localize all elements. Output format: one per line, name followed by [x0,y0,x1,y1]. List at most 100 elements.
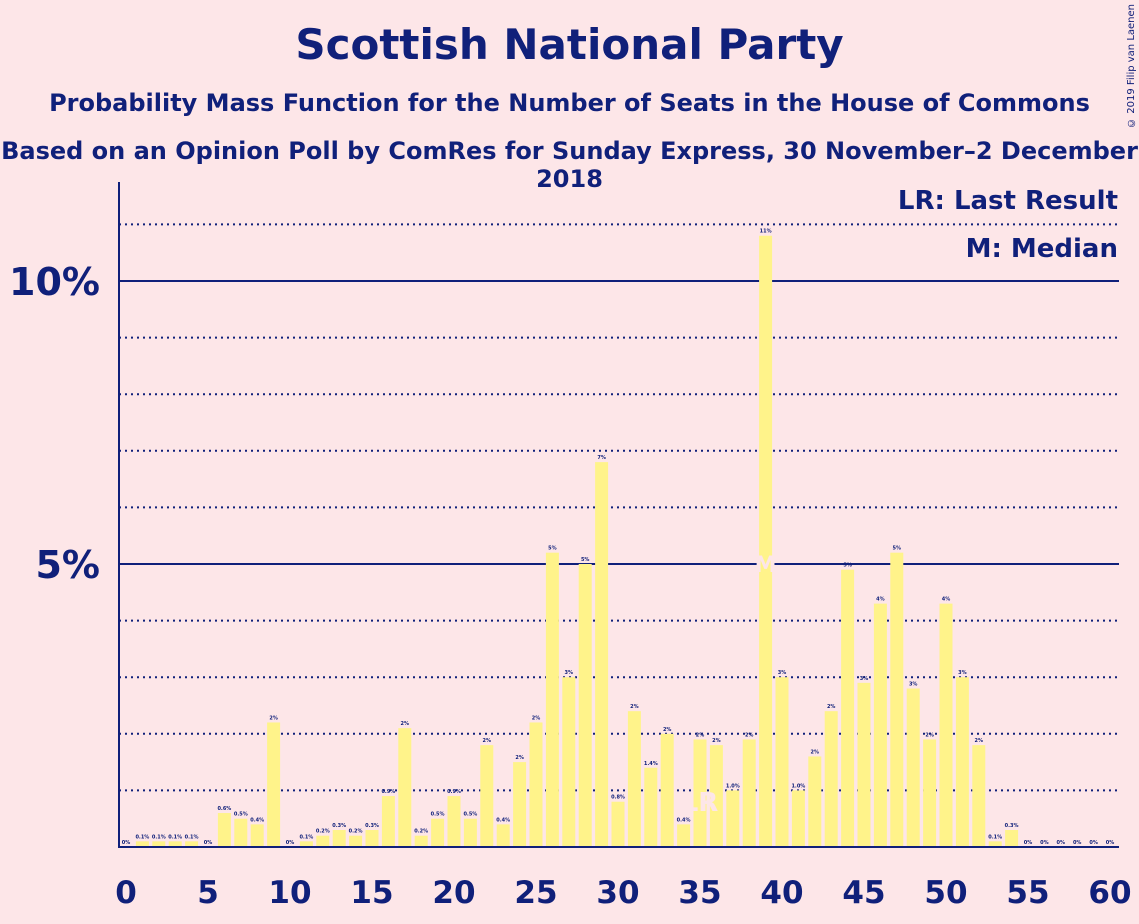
bar-seat-18 [414,835,428,847]
bar-label-seat-18: 0.2% [414,829,428,835]
bar-label-seat-31: 2% [630,704,639,710]
legend-median: M: Median [966,234,1118,264]
bar-seat-40 [775,677,789,847]
bar-seat-6 [217,813,231,847]
bar-label-seat-36: 2% [712,738,721,744]
bar-label-seat-28: 5% [581,557,590,563]
bar-label-seat-23: 0.4% [496,817,510,823]
bar-seat-42 [808,756,822,847]
x-tick-label: 40 [760,875,803,911]
bar-label-seat-11: 0.1% [299,834,313,840]
chart-subtitle: Probability Mass Function for the Number… [49,89,1090,117]
bar-label-seat-54: 0.3% [1005,823,1019,829]
bar-label-seat-14: 0.2% [349,829,363,835]
bar-label-seat-0: 0% [122,840,131,846]
bar-label-seat-16: 0.9% [381,789,395,795]
bar-seat-25 [529,722,543,847]
bar-label-seat-37: 1.0% [726,783,740,789]
bar-seat-9 [267,722,281,847]
legend-last-result: LR: Last Result [898,186,1118,216]
bar-label-seat-39: 11% [760,229,772,235]
bar-seat-21 [463,818,477,847]
bar-seat-23 [496,824,510,847]
bar-label-seat-43: 2% [827,704,836,710]
x-tick-label: 5 [197,875,219,911]
bar-label-seat-47: 5% [893,546,902,552]
bar-label-seat-17: 2% [401,721,410,727]
bar-seat-24 [513,762,527,847]
bar-label-seat-20: 0.9% [447,789,461,795]
bar-seat-8 [250,824,264,847]
bar-seat-33 [660,733,674,847]
bar-seat-48 [906,688,920,847]
bar-label-seat-40: 3% [778,670,787,676]
bar-seat-17 [398,728,412,847]
bar-label-seat-1: 0.1% [135,834,149,840]
bar-label-seat-24: 2% [515,755,524,761]
bar-label-seat-58: 0% [1073,840,1082,846]
bar-seat-45 [857,682,871,847]
bar-seat-13 [332,830,346,847]
bar-label-seat-42: 2% [811,749,820,755]
bar-label-seat-59: 0% [1089,840,1098,846]
bar-label-seat-50: 4% [942,597,951,603]
x-tick-label: 10 [268,875,311,911]
bar-seat-50 [939,603,953,847]
bar-seat-28 [578,564,592,847]
bar-label-seat-5: 0% [204,840,213,846]
bar-label-seat-32: 1.4% [644,761,658,767]
bar-label-seat-3: 0.1% [168,834,182,840]
bar-seat-3 [168,841,182,847]
bar-label-seat-8: 0.4% [250,817,264,823]
bar-label-seat-38: 2% [745,732,754,738]
bar-seat-34 [677,824,691,847]
bar-seat-37 [726,790,740,847]
bar-seat-2 [152,841,166,847]
bar-seat-54 [1005,830,1019,847]
bar-seat-46 [873,603,887,847]
bar-seat-52 [972,745,986,847]
x-tick-label: 15 [350,875,393,911]
bar-seat-1 [135,841,149,847]
x-tick-label: 50 [924,875,967,911]
bar-label-seat-22: 2% [483,738,492,744]
bar-seat-39 [759,235,773,848]
bar-label-seat-53: 0.1% [988,834,1002,840]
bar-label-seat-41: 1.0% [791,783,805,789]
bar-label-seat-13: 0.3% [332,823,346,829]
bar-label-seat-60: 0% [1106,840,1115,846]
bar-label-seat-2: 0.1% [152,834,166,840]
x-tick-label: 25 [514,875,557,911]
x-tick-label: 35 [678,875,721,911]
bar-seat-11 [299,841,313,847]
bar-seat-41 [791,790,805,847]
y-tick-label: 10% [9,260,100,304]
bar-label-seat-25: 2% [532,715,541,721]
bar-label-seat-15: 0.3% [365,823,379,829]
bar-label-seat-6: 0.6% [217,806,231,812]
bar-seat-19 [431,818,445,847]
chart-title: Scottish National Party [295,20,844,69]
x-tick-label: 0 [115,875,137,911]
bar-label-seat-46: 4% [876,597,885,603]
bar-seat-12 [316,835,330,847]
bar-seat-44 [841,569,855,847]
bar-seat-15 [365,830,379,847]
bar-seat-30 [611,801,625,847]
median-marker: M [755,553,777,578]
x-tick-label: 30 [596,875,639,911]
bar-label-seat-45: 3% [860,676,869,682]
bar-label-seat-19: 0.5% [431,812,445,818]
bar-seat-49 [923,739,937,847]
bar-label-seat-21: 0.5% [463,812,477,818]
bar-seat-4 [185,841,199,847]
x-tick-label: 20 [432,875,475,911]
x-tick-label: 55 [1006,875,1049,911]
bar-seat-47 [890,552,904,847]
bar-seat-7 [234,818,248,847]
bar-seat-22 [480,745,494,847]
bar-label-seat-9: 2% [269,715,278,721]
bar-seat-29 [595,462,609,847]
bar-seat-31 [627,711,641,847]
